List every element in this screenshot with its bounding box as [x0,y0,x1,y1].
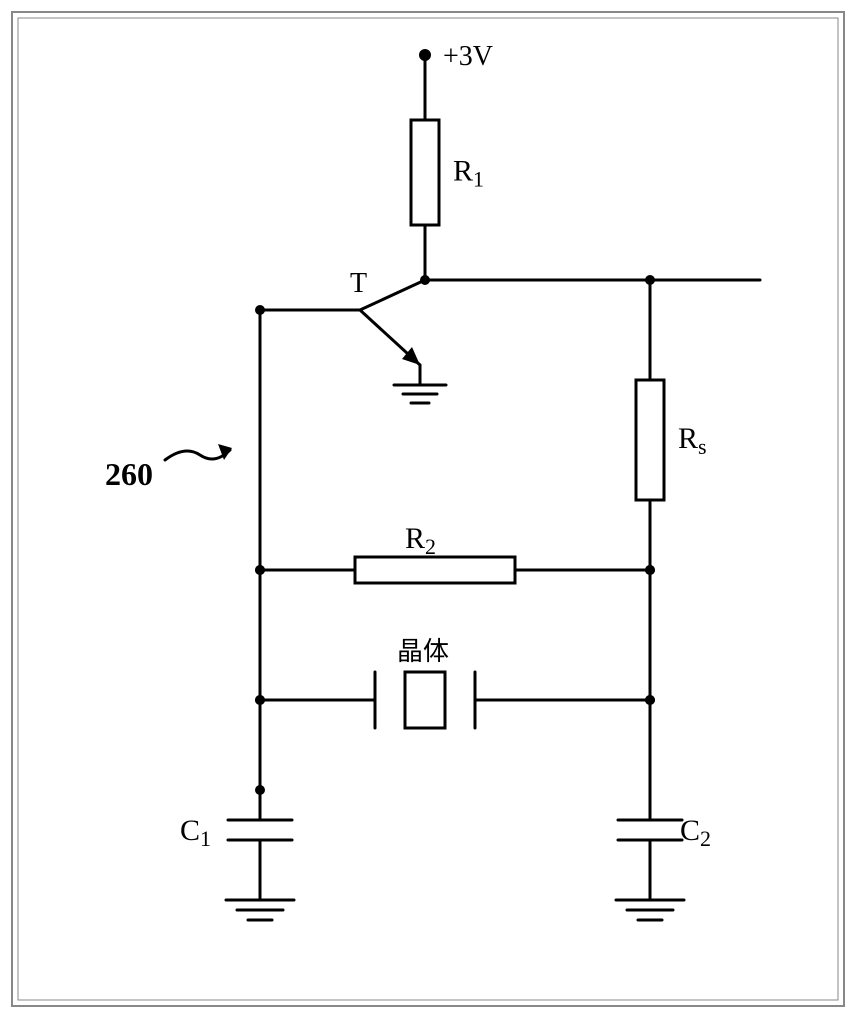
svg-text:R2: R2 [405,522,436,559]
svg-text:R1: R1 [453,155,484,192]
circuit-diagram: +3V R1 T Rs R2 晶体 C1 C2 260 [0,0,856,1018]
svg-text:晶体: 晶体 [397,637,449,666]
svg-text:C1: C1 [180,814,211,851]
svg-text:Rs: Rs [678,422,707,459]
svg-text:C2: C2 [680,814,711,851]
svg-text:T: T [350,268,367,299]
svg-text:260: 260 [105,456,153,492]
svg-text:+3V: +3V [443,41,493,72]
